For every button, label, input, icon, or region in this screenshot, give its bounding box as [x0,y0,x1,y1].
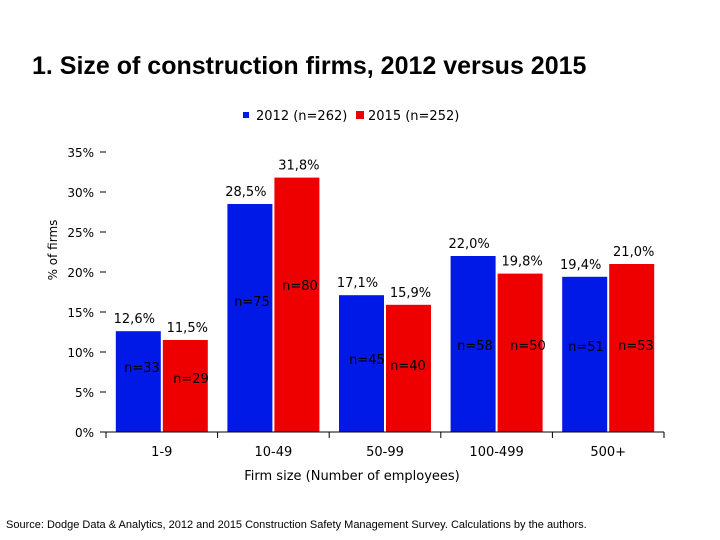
n-label: n=75 [234,295,270,310]
n-label: n=40 [390,359,426,374]
x-axis-label: Firm size (Number of employees) [244,469,460,484]
n-label: n=51 [568,340,604,355]
n-label: n=50 [510,339,546,354]
legend-swatch-2012 [243,112,249,118]
y-tick-label: 35% [67,146,94,160]
n-label: n=80 [282,279,318,294]
value-label: 19,8% [501,255,542,270]
page-title: 1. Size of construction firms, 2012 vers… [32,52,587,80]
value-label: 11,5% [167,321,208,336]
x-tick-label: 50-99 [366,445,404,460]
x-tick-label: 1-9 [151,445,172,460]
bar-100-499-2015 [497,273,543,432]
value-label: 19,4% [560,258,601,273]
legend-label-2015: 2015 (n=252) [368,109,459,124]
n-label: n=53 [618,339,654,354]
bar-1-9-2012 [115,331,161,432]
y-tick-label: 30% [67,186,94,200]
n-label: n=29 [173,372,209,387]
bar-100-499-2012 [450,256,496,432]
bar-10-49-2015 [274,177,320,432]
source-note: Source: Dodge Data & Analytics, 2012 and… [6,519,587,531]
bar-1-9-2015 [162,340,208,432]
legend-swatch-2015 [356,111,364,119]
y-tick-label: 20% [67,266,94,280]
n-label: n=45 [349,353,385,368]
value-label: 12,6% [114,312,155,327]
x-tick-label: 500+ [590,445,626,460]
bar-50-99-2012 [339,295,384,432]
value-label: 15,9% [390,286,431,301]
y-tick-label: 0% [75,426,94,440]
y-tick-label: 25% [67,226,94,240]
value-label: 17,1% [337,276,378,291]
value-label: 22,0% [448,237,489,252]
bar-500+-2012 [562,276,608,432]
y-tick-label: 10% [67,346,94,360]
y-tick-label: 5% [75,386,94,400]
y-tick-label: 15% [67,306,94,320]
bar-10-49-2012 [227,204,273,432]
value-label: 28,5% [225,185,266,200]
bar-500+-2015 [609,264,655,432]
value-label: 21,0% [613,245,654,260]
x-tick-label: 10-49 [255,445,293,460]
value-label: 31,8% [278,159,319,174]
y-axis-label: % of firms [46,220,60,281]
legend-label-2012: 2012 (n=262) [256,109,347,124]
bar-50-99-2015 [386,304,431,432]
n-label: n=33 [124,361,160,376]
x-tick-label: 100-499 [469,445,523,460]
n-label: n=58 [457,339,493,354]
